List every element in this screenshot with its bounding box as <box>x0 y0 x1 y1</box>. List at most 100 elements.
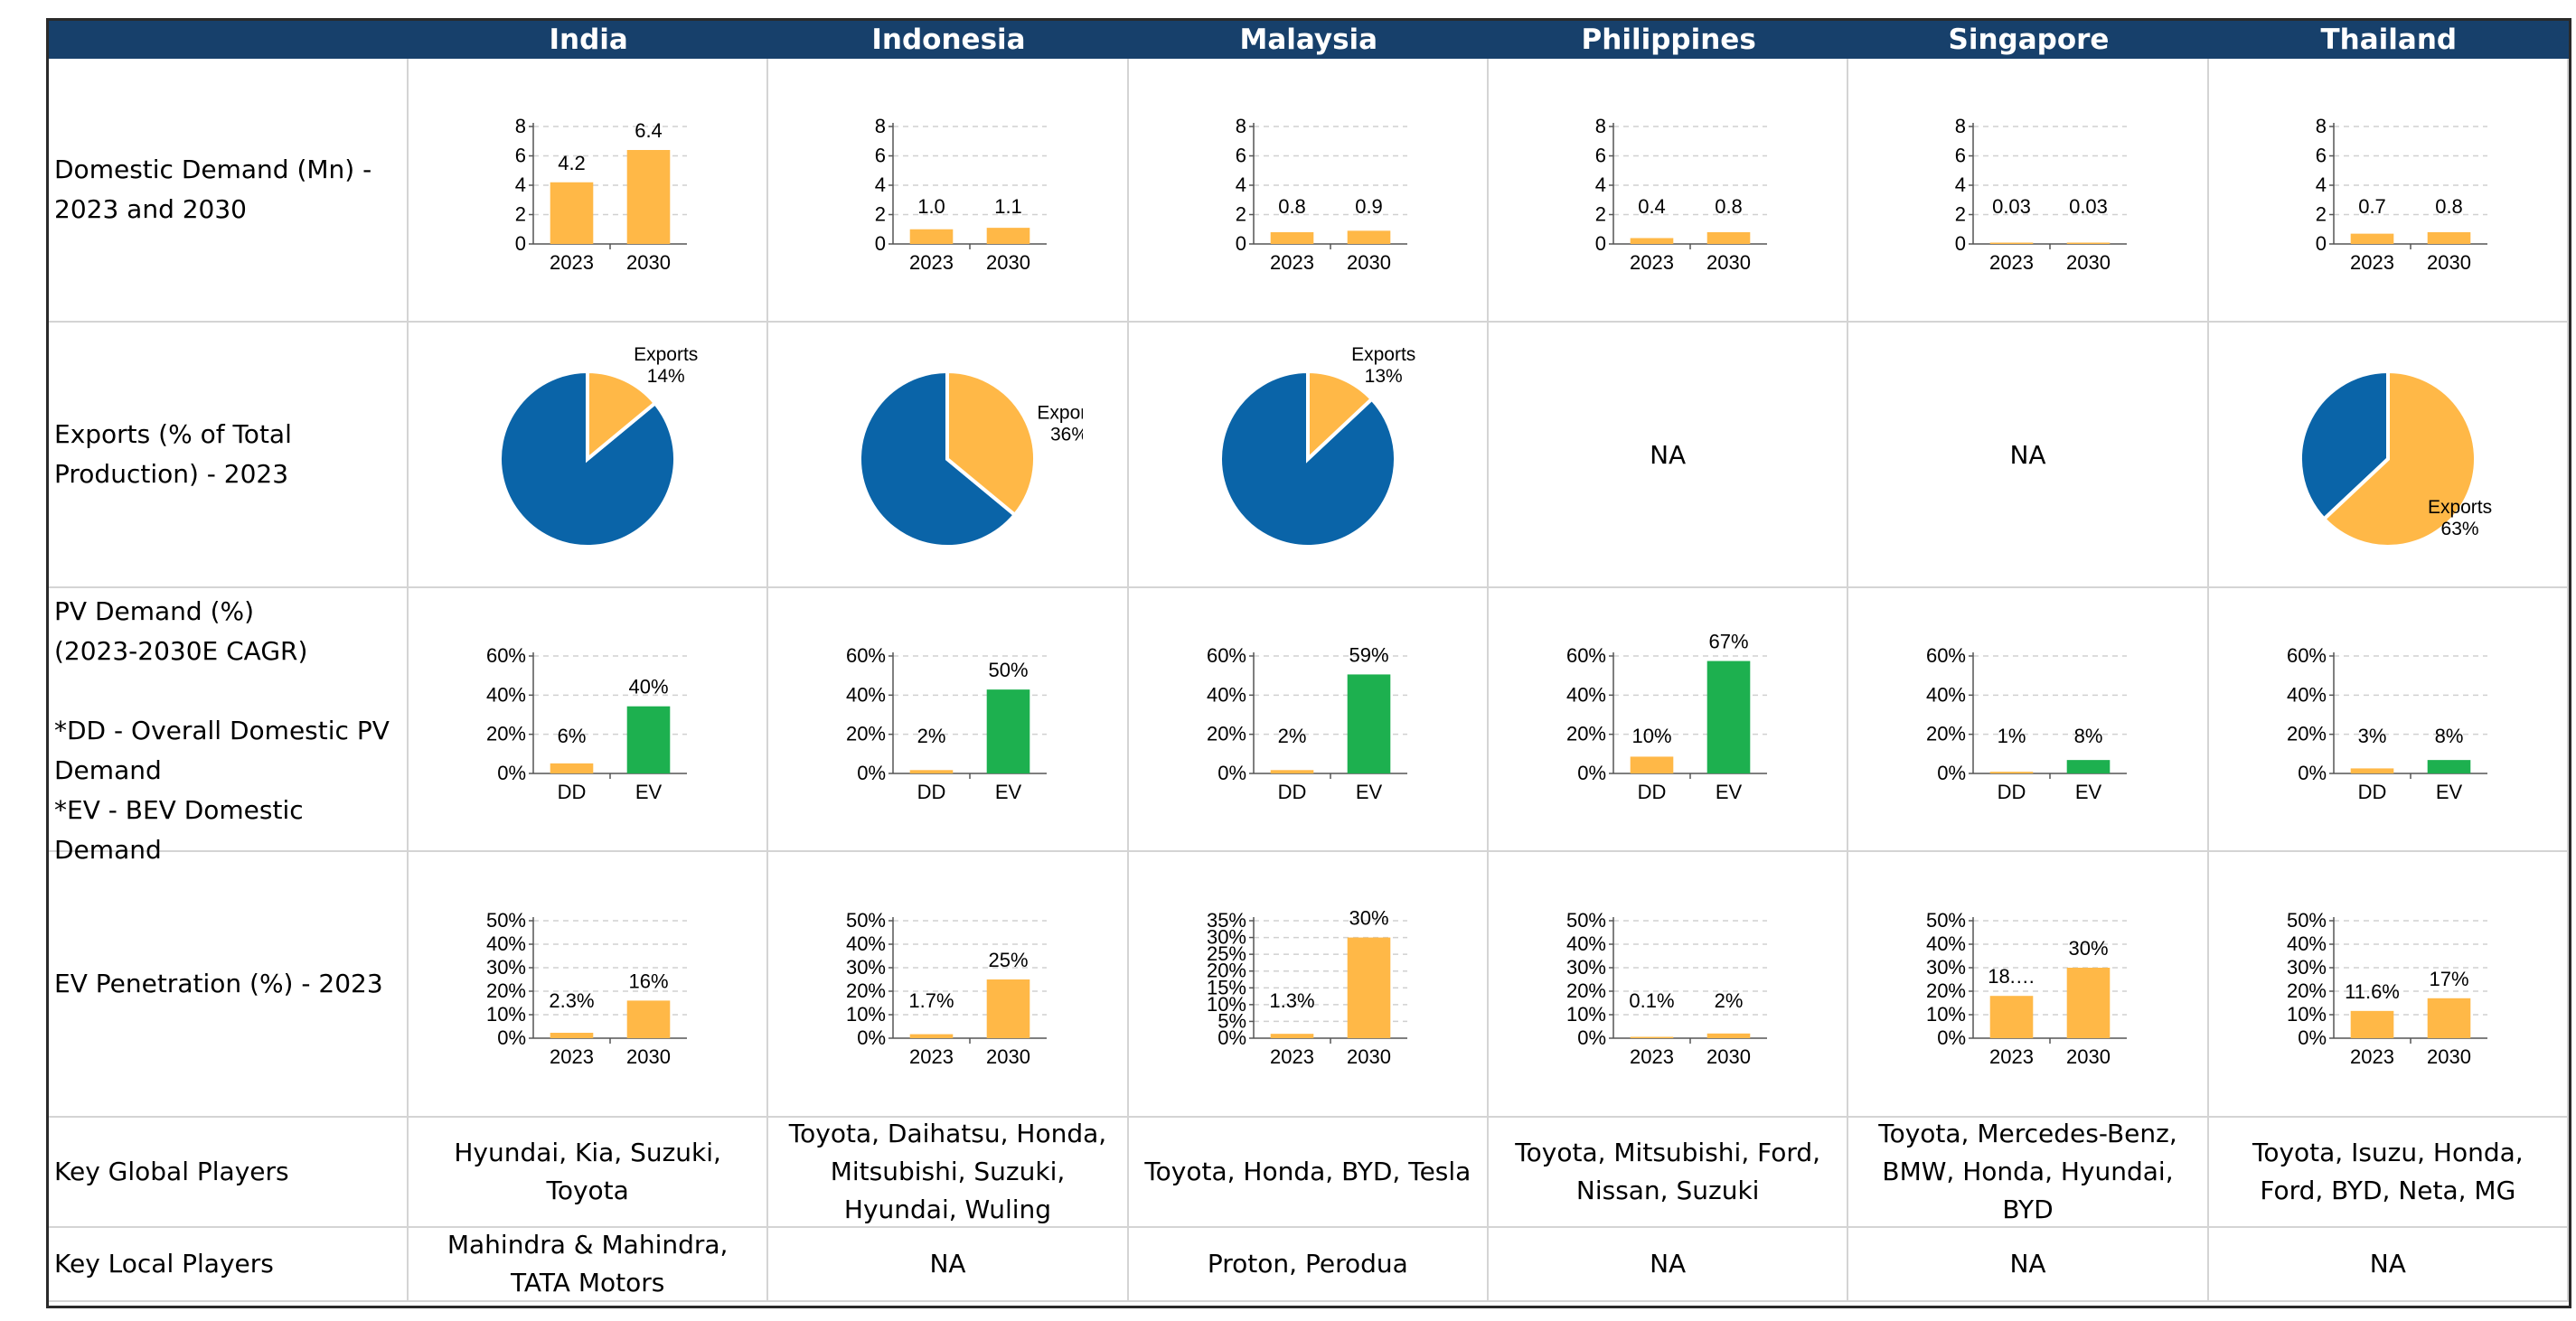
bar-chart: 0 2 4 6 8 2023 4.2 2030 6.4 <box>515 115 688 274</box>
data-label: 0.03 <box>2070 195 2109 218</box>
local-players-philippines: NA <box>1489 1228 1849 1302</box>
y-tick-label: 0% <box>2298 1026 2327 1049</box>
x-tick-label: 2030 <box>1706 1045 1751 1068</box>
local-players-malaysia: Proton, Perodua <box>1128 1228 1489 1302</box>
y-tick-label: 25% <box>1207 942 1246 965</box>
y-tick-label: 6 <box>2316 145 2327 167</box>
pie-chart: Exports36% <box>858 369 1084 548</box>
y-tick-label: 20% <box>1207 723 1246 745</box>
domestic-demand-chart-malaysia: 0 2 4 6 8 2023 0.8 2030 0.9 <box>1128 59 1489 323</box>
y-tick-label: 40% <box>1207 683 1246 706</box>
bar-chart: 0% 20% 40% 60% DD 10% EV 67% <box>1566 631 1768 803</box>
y-tick-label: 20% <box>1926 979 1966 1002</box>
pie-label-value: 14% <box>647 366 685 387</box>
bar-2023 <box>1990 996 2034 1038</box>
x-tick-label: 2030 <box>2067 1045 2111 1068</box>
bar-chart: 0%10%20%30%40%50% 2023 0.1% 2030 2% <box>1566 909 1768 1068</box>
header-thailand: Thailand <box>2208 21 2569 59</box>
x-tick-label: 2023 <box>550 251 594 274</box>
y-tick-label: 8 <box>515 115 526 137</box>
x-tick-label: EV <box>635 781 663 803</box>
pie-label-name: Exports <box>634 344 698 365</box>
x-tick-label: 2023 <box>2350 1045 2394 1068</box>
row-label-exports: Exports (% of Total Production) - 2023 <box>49 323 409 588</box>
y-tick-label: 0% <box>2298 762 2327 784</box>
domestic-demand-chart-thailand: 0 2 4 6 8 2023 0.7 2030 0.8 <box>2208 59 2569 323</box>
bar-ev <box>2067 760 2111 773</box>
x-tick-label: EV <box>2075 781 2102 803</box>
domestic-demand-chart-indonesia: 0 2 4 6 8 2023 1.0 2030 1.1 <box>768 59 1129 323</box>
row-label-ev-penetration: EV Penetration (%) - 2023 <box>49 852 409 1118</box>
x-tick-label: 2030 <box>626 1045 671 1068</box>
x-tick-label: 2030 <box>2067 251 2111 274</box>
bar-ev <box>2427 760 2471 773</box>
data-label: 0.8 <box>1278 195 1306 218</box>
y-tick-label: 20% <box>1566 979 1606 1002</box>
y-tick-label: 40% <box>486 932 526 955</box>
y-tick-label: 40% <box>2287 932 2327 955</box>
x-tick-label: DD <box>1277 781 1306 803</box>
bar-2023 <box>2350 1010 2394 1038</box>
pie-label-name: Exports <box>1038 402 1084 423</box>
y-tick-label: 60% <box>486 644 526 667</box>
data-label: 3% <box>2357 725 2386 747</box>
data-label: 1.7% <box>909 989 954 1012</box>
x-tick-label: 2023 <box>1270 1045 1314 1068</box>
y-tick-label: 0 <box>1595 232 1606 255</box>
bar-dd <box>2350 768 2394 773</box>
pie-label-name: Exports <box>2428 497 2492 518</box>
bar-2030 <box>1347 230 1391 244</box>
pv-demand-chart-singapore: 0% 20% 40% 60% DD 1% EV 8% <box>1848 588 2209 852</box>
data-label: 4.2 <box>558 152 586 174</box>
y-tick-label: 0% <box>497 1026 526 1049</box>
bar-dd <box>550 763 594 773</box>
bar-chart: 0% 20% 40% 60% DD 6% EV 40% <box>486 644 688 803</box>
y-tick-label: 10% <box>2287 1003 2327 1026</box>
x-tick-label: 2023 <box>1630 1045 1674 1068</box>
x-tick-label: 2030 <box>626 251 671 274</box>
bar-chart: 0 2 4 6 8 2023 1.0 2030 1.1 <box>875 115 1048 274</box>
y-tick-label: 6 <box>515 145 526 167</box>
y-tick-label: 0% <box>858 1026 887 1049</box>
global-players-indonesia: Toyota, Daihatsu, Honda, Mitsubishi, Suz… <box>768 1118 1129 1228</box>
exports-chart-malaysia: Exports 13% <box>1128 323 1489 588</box>
bar-2023 <box>910 229 954 244</box>
data-label: 2% <box>1715 989 1744 1012</box>
ev-penetration-chart-philippines: 0% 10% 20% 30% 40% 50% 2023 0.1% 2030 2% <box>1489 852 1849 1118</box>
bar-2030 <box>2067 242 2111 244</box>
bar-2023 <box>1270 232 1314 244</box>
global-players-singapore: Toyota, Mercedes-Benz, BMW, Honda, Hyund… <box>1848 1118 2209 1228</box>
header-corner <box>49 21 409 59</box>
header-indonesia: Indonesia <box>768 21 1129 59</box>
local-players-india: Mahindra & Mahindra, TATA Motors <box>409 1228 769 1302</box>
y-tick-label: 30% <box>1207 926 1246 949</box>
bar-2023 <box>1630 1036 1674 1038</box>
comparison-table: India Indonesia Malaysia Philippines Sin… <box>46 18 2571 1308</box>
pie-slice-exports <box>1305 369 1375 464</box>
y-tick-label: 10% <box>846 1003 886 1026</box>
y-tick-label: 50% <box>1926 909 1966 932</box>
data-label: 17% <box>2429 968 2468 990</box>
ev-penetration-chart-india: 0% 10% 20% 30% 40% 50% 2023 2.3% 2030 16% <box>409 852 769 1118</box>
y-tick-label: 0 <box>2316 232 2327 255</box>
y-tick-label: 20% <box>846 979 886 1002</box>
bar-2030 <box>1706 1033 1751 1038</box>
global-players-thailand: Toyota, Isuzu, Honda, Ford, BYD, Neta, M… <box>2208 1118 2569 1228</box>
bar-2030 <box>2427 998 2471 1038</box>
x-tick-label: DD <box>917 781 946 803</box>
data-label: 10% <box>1632 725 1672 747</box>
global-players-india: Hyundai, Kia, Suzuki, Toyota <box>409 1118 769 1228</box>
pie-label-name: Exports <box>1351 344 1415 365</box>
data-label: 0.4 <box>1638 195 1666 218</box>
y-tick-label: 30% <box>1566 956 1606 979</box>
y-tick-label: 0 <box>515 232 526 255</box>
data-label: 2.3% <box>550 989 595 1012</box>
pie-label-value: 36% <box>1050 424 1083 445</box>
data-label: 67% <box>1709 631 1749 653</box>
y-tick-label: 0% <box>497 762 526 784</box>
y-tick-label: 6 <box>875 145 886 167</box>
